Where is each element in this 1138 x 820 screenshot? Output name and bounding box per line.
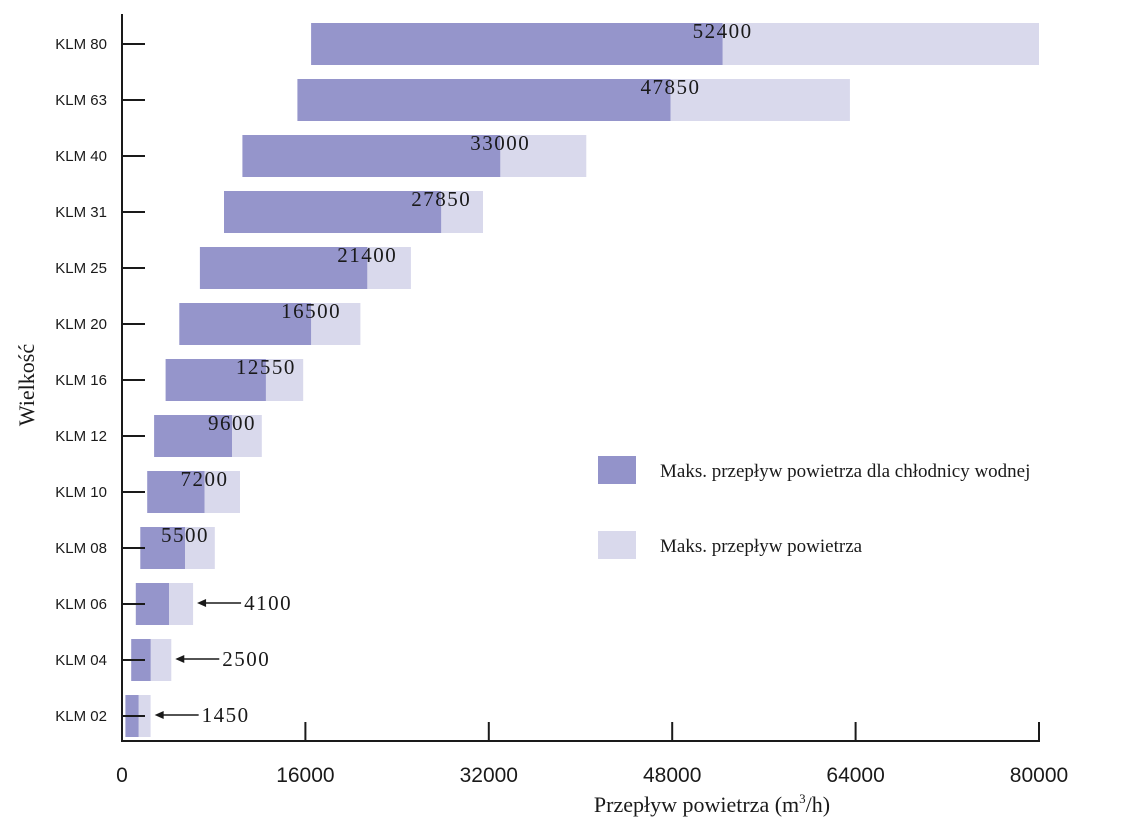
y-tick-label-klm-31: KLM 31 — [55, 204, 107, 221]
bar-max-flow-klm-08 — [185, 527, 215, 569]
bar-water-cooler-klm-20 — [179, 303, 312, 345]
legend-swatch-water-cooler — [598, 456, 636, 484]
y-tick-label-klm-02: KLM 02 — [55, 708, 107, 725]
y-tick-label-klm-16: KLM 16 — [55, 372, 107, 389]
bars-group — [125, 23, 1039, 737]
data-label-klm-40: 33000 — [470, 131, 530, 155]
y-tick-label-klm-20: KLM 20 — [55, 316, 107, 333]
x-tick-label-32000: 32000 — [460, 764, 518, 787]
bar-water-cooler-klm-10 — [147, 471, 205, 513]
data-label-klm-04: 2500 — [222, 647, 270, 671]
bar-max-flow-klm-80 — [722, 23, 1039, 65]
y-axis-title: Wielkość — [14, 344, 39, 426]
data-label-klm-63: 47850 — [640, 75, 700, 99]
bar-water-cooler-klm-80 — [311, 23, 723, 65]
x-tick-label-16000: 16000 — [276, 764, 334, 787]
legend: Maks. przepływ powietrza dla chłodnicy w… — [598, 456, 1030, 559]
data-label-klm-06: 4100 — [244, 591, 292, 615]
y-tick-label-klm-63: KLM 63 — [55, 92, 107, 109]
bar-max-flow-klm-04 — [150, 639, 172, 681]
x-tick-label-0: 0 — [116, 764, 128, 787]
data-label-arrowhead-klm-02 — [154, 711, 164, 719]
y-tick-label-klm-25: KLM 25 — [55, 260, 107, 277]
bar-max-flow-klm-63 — [670, 79, 850, 121]
bar-max-flow-klm-25 — [367, 247, 411, 289]
bar-water-cooler-klm-12 — [154, 415, 232, 457]
bar-water-cooler-klm-08 — [140, 527, 185, 569]
data-labels-group: 52400 47850 33000 27850 21400 16500 12550 9600 7… — [154, 19, 753, 727]
bar-max-flow-klm-06 — [169, 583, 194, 625]
bar-water-cooler-klm-63 — [297, 79, 671, 121]
y-ticks-group: KLM 80 KLM 63 KLM 40 KLM 31 KLM 25 KLM 20 KLM … — [55, 36, 145, 725]
y-tick-label-klm-12: KLM 12 — [55, 428, 107, 445]
bar-max-flow-klm-10 — [204, 471, 240, 513]
data-label-klm-10: 7200 — [181, 467, 229, 491]
y-tick-label-klm-80: KLM 80 — [55, 36, 107, 53]
bar-water-cooler-klm-40 — [242, 135, 501, 177]
data-label-arrowhead-klm-06 — [197, 599, 207, 607]
x-tick-label-64000: 64000 — [826, 764, 884, 787]
x-tick-label-48000: 48000 — [643, 764, 701, 787]
data-label-klm-25: 21400 — [337, 243, 397, 267]
axes-group — [121, 14, 1040, 742]
legend-label-max-flow: Maks. przepływ powietrza — [660, 536, 863, 557]
bar-water-cooler-klm-31 — [224, 191, 442, 233]
x-axis-title-superscript: 3 — [799, 791, 806, 806]
bar-max-flow-klm-20 — [311, 303, 361, 345]
x-axis-title: Przepływ powietrza (m3/h) — [594, 791, 830, 817]
y-tick-label-klm-08: KLM 08 — [55, 540, 107, 557]
x-tick-label-80000: 80000 — [1010, 764, 1068, 787]
data-label-klm-08: 5500 — [161, 523, 209, 547]
y-tick-label-klm-04: KLM 04 — [55, 652, 107, 669]
data-label-klm-12: 9600 — [208, 411, 256, 435]
data-label-klm-02: 1450 — [202, 703, 250, 727]
bar-max-flow-klm-31 — [441, 191, 483, 233]
bar-max-flow-klm-16 — [265, 359, 304, 401]
bar-max-flow-klm-12 — [232, 415, 262, 457]
y-tick-label-klm-10: KLM 10 — [55, 484, 107, 501]
data-label-klm-20: 16500 — [281, 299, 341, 323]
bar-water-cooler-klm-25 — [199, 247, 368, 289]
bar-max-flow-klm-40 — [500, 135, 587, 177]
data-label-arrowhead-klm-04 — [175, 655, 185, 663]
y-tick-label-klm-06: KLM 06 — [55, 596, 107, 613]
data-label-klm-80: 52400 — [693, 19, 753, 43]
legend-swatch-max-flow — [598, 531, 636, 559]
x-ticks-group: 0 16000 32000 48000 64000 80000 — [116, 722, 1068, 787]
legend-label-water-cooler: Maks. przepływ powietrza dla chłodnicy w… — [660, 461, 1030, 482]
bar-water-cooler-klm-16 — [165, 359, 266, 401]
data-label-klm-31: 27850 — [411, 187, 471, 211]
data-label-klm-16: 12550 — [236, 355, 296, 379]
y-tick-label-klm-40: KLM 40 — [55, 148, 107, 165]
